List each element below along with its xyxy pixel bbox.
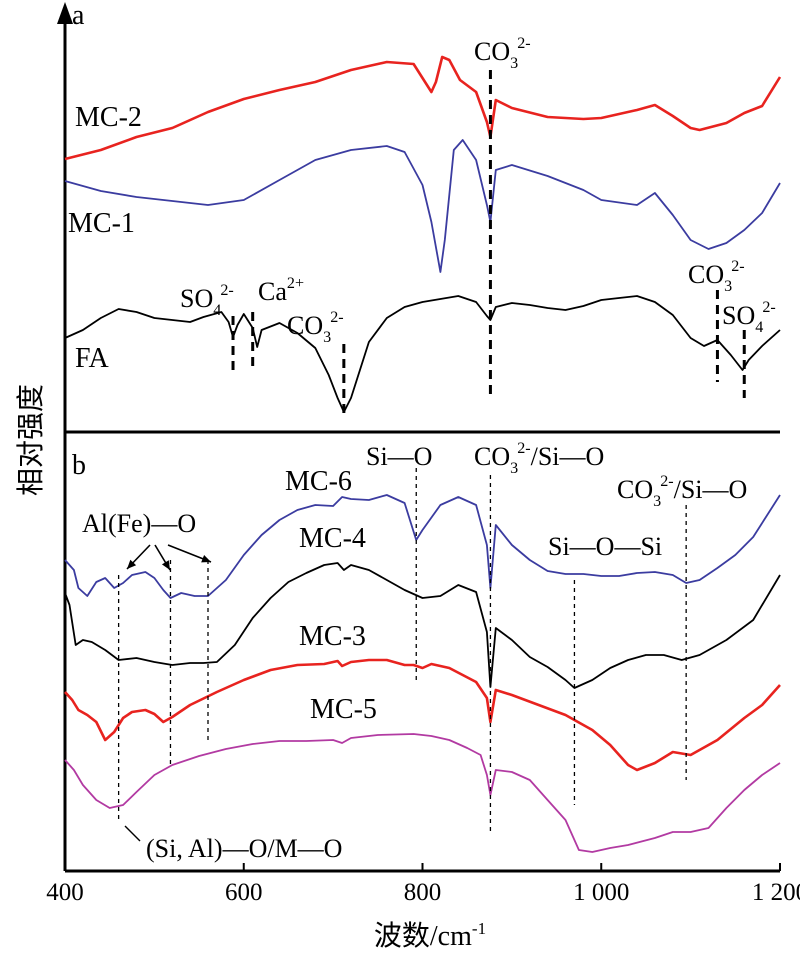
x-ticks (64, 863, 781, 871)
x-tick-label-1000: 1 000 (573, 879, 629, 906)
annotation-a-co3-1130: CO32- (688, 258, 745, 295)
x-tick-label-600: 600 (225, 879, 263, 906)
leader-sialo (124, 825, 141, 842)
series-label-mc-1: MC-1 (68, 208, 135, 239)
series-label-mc-2: MC-2 (75, 102, 142, 133)
annotation-a-so4-1160: SO42- (722, 299, 776, 336)
annotation-b-si-o: Si—O (366, 442, 432, 471)
series-label-mc-5: MC-5 (310, 694, 377, 725)
panel-label-b: b (72, 450, 86, 481)
axes (57, 2, 780, 873)
annotation-a-so4-588: SO42- (180, 282, 234, 319)
annotation-b-si-o-si: Si—O—Si (548, 532, 662, 561)
series-label-fa: FA (75, 343, 109, 374)
x-tick-label-1200: 1 200 (752, 879, 800, 906)
series-group (64, 55, 782, 853)
x-axis-label: 波数/cm-1 (374, 919, 486, 952)
series-fa (64, 295, 781, 413)
annotation-marks (117, 70, 746, 842)
series-label-mc-3: MC-3 (299, 621, 366, 652)
panel-label-a: a (72, 0, 85, 31)
annotation-a-ca-610: Ca2+ (258, 275, 304, 306)
arrowhead-alfe-2 (201, 554, 211, 563)
y-axis-arrow (57, 2, 73, 24)
annotation-b-sial-o-m-o: (Si, Al)—O/M—O (146, 834, 342, 863)
text-labels: 400 600 800 1 000 1 200 波数/cm-1 相对强度 a b MC-2 MC-1… (15, 0, 800, 952)
x-tick-label-400: 400 (46, 879, 84, 906)
series-label-mc-4: MC-4 (299, 523, 366, 554)
annotation-b-alfe-o: Al(Fe)—O (82, 509, 196, 538)
series-mc-2 (64, 55, 782, 161)
x-tick-label-800: 800 (404, 879, 442, 906)
series-mc-4 (64, 562, 781, 689)
arrowhead-alfe-0 (127, 559, 137, 569)
series-mc-6 (64, 494, 781, 599)
series-label-mc-6: MC-6 (285, 466, 352, 497)
series-mc-3 (64, 658, 781, 772)
arrowhead-alfe-1 (161, 560, 170, 570)
series-mc-1 (64, 139, 781, 273)
y-axis-label: 相对强度 (15, 384, 47, 496)
annotation-a-co3-876: CO32- (474, 35, 531, 72)
annotation-a-co3-712: CO32- (287, 309, 344, 346)
series-mc-5 (64, 733, 781, 853)
annotation-b-co3-si-o-1095: CO32-/Si—O (617, 473, 747, 510)
annotation-b-co3-si-o-876: CO32-/Si—O (474, 440, 604, 477)
